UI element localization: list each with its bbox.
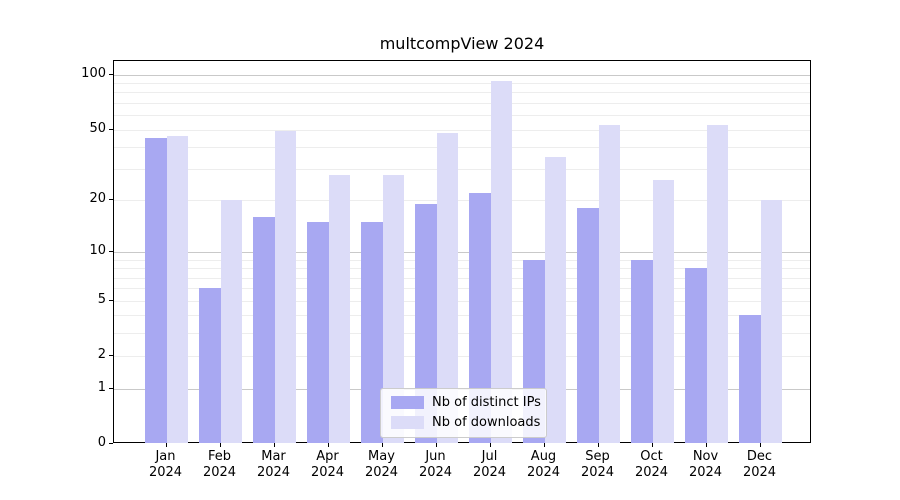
- bar-distinct-ips-jan: [145, 137, 167, 443]
- bar-distinct-ips-jul: [469, 193, 491, 443]
- legend-label-distinct-ips: Nb of distinct IPs: [432, 395, 541, 410]
- y-tick-mark: [109, 199, 113, 201]
- y-tick-mark: [109, 251, 113, 253]
- gridline-minor: [114, 259, 810, 261]
- gridline-minor: [114, 268, 810, 270]
- gridline-minor: [114, 92, 810, 94]
- gridline-minor: [114, 129, 810, 131]
- x-tick-mark: [543, 443, 545, 447]
- plot-area: [113, 60, 811, 443]
- gridline-minor: [114, 115, 810, 117]
- x-tick-label: Aug 2024: [526, 449, 561, 480]
- bar-distinct-ips-nov: [685, 268, 707, 443]
- bar-distinct-ips-may: [361, 222, 383, 443]
- legend-item-distinct-ips: Nb of distinct IPs: [391, 395, 541, 410]
- x-tick-mark: [651, 443, 653, 447]
- x-tick-mark: [759, 443, 761, 447]
- legend-item-downloads: Nb of downloads: [391, 415, 540, 430]
- legend-label-downloads: Nb of downloads: [432, 415, 541, 430]
- gridline-minor: [114, 146, 810, 148]
- x-tick-label: May 2024: [364, 449, 399, 480]
- y-tick-label: 20: [89, 191, 106, 207]
- y-tick-label: 2: [97, 347, 106, 363]
- chart-title: multcompView 2024: [379, 34, 545, 53]
- gridline-major: [114, 252, 810, 254]
- x-tick-label: Sep 2024: [580, 449, 615, 480]
- x-tick-mark: [327, 443, 329, 447]
- legend-swatch-downloads: [391, 416, 424, 429]
- gridline-major: [114, 74, 810, 76]
- x-tick-label: Feb 2024: [202, 449, 237, 480]
- gridline-minor: [114, 277, 810, 279]
- bar-distinct-ips-oct: [631, 259, 653, 443]
- x-tick-mark: [219, 443, 221, 447]
- x-tick-label: Apr 2024: [310, 449, 345, 480]
- bar-downloads-jun: [436, 132, 458, 443]
- bar-downloads-sep: [598, 124, 620, 443]
- gridline-minor: [114, 169, 810, 171]
- y-tick-mark: [109, 73, 113, 75]
- gridline-minor: [114, 356, 810, 358]
- gridline-minor: [114, 300, 810, 302]
- gridline-minor: [114, 333, 810, 335]
- y-tick-label: 1: [97, 379, 106, 395]
- legend: Nb of distinct IPs Nb of downloads: [380, 388, 547, 438]
- bar-downloads-oct: [652, 180, 674, 443]
- y-tick-label: 100: [81, 65, 106, 81]
- x-tick-mark: [165, 443, 167, 447]
- x-tick-mark: [381, 443, 383, 447]
- y-tick-mark: [109, 299, 113, 301]
- y-tick-label: 5: [97, 291, 106, 307]
- bar-distinct-ips-mar: [253, 217, 275, 443]
- y-tick-mark: [109, 387, 113, 389]
- gridline-minor: [114, 83, 810, 85]
- bar-distinct-ips-sep: [577, 208, 599, 443]
- gridline-minor: [114, 103, 810, 104]
- bar-downloads-may: [382, 174, 404, 443]
- y-tick-label: 10: [89, 243, 106, 259]
- x-tick-label: Nov 2024: [688, 449, 723, 480]
- bar-downloads-apr: [328, 174, 350, 443]
- x-tick-label: Jun 2024: [418, 449, 453, 480]
- gridline-minor: [114, 288, 810, 290]
- bar-downloads-jan: [166, 136, 188, 443]
- bar-distinct-ips-feb: [199, 288, 221, 443]
- x-tick-mark: [705, 443, 707, 447]
- x-tick-label: Oct 2024: [634, 449, 669, 480]
- bar-distinct-ips-jun: [415, 204, 437, 443]
- x-tick-mark: [435, 443, 437, 447]
- x-tick-mark: [489, 443, 491, 447]
- legend-swatch-distinct-ips: [391, 396, 424, 409]
- bar-downloads-aug: [544, 157, 566, 443]
- gridline-minor: [114, 315, 810, 317]
- bar-distinct-ips-apr: [307, 222, 329, 443]
- x-tick-mark: [597, 443, 599, 447]
- bar-downloads-feb: [220, 200, 242, 443]
- y-tick-mark: [109, 443, 113, 444]
- x-tick-label: Dec 2024: [742, 449, 777, 480]
- bar-distinct-ips-dec: [739, 315, 761, 443]
- bar-downloads-mar: [274, 131, 296, 443]
- y-tick-mark: [109, 128, 113, 130]
- bar-downloads-dec: [760, 200, 782, 443]
- bar-downloads-nov: [706, 124, 728, 443]
- gridline-minor: [114, 200, 810, 202]
- y-tick-mark: [109, 355, 113, 357]
- bar-downloads-jul: [490, 80, 512, 443]
- y-tick-label: 50: [89, 120, 106, 136]
- y-tick-label: 0: [97, 435, 106, 450]
- x-tick-label: Jul 2024: [472, 449, 507, 480]
- x-tick-label: Jan 2024: [148, 449, 183, 480]
- x-tick-mark: [273, 443, 275, 447]
- x-tick-label: Mar 2024: [256, 449, 291, 480]
